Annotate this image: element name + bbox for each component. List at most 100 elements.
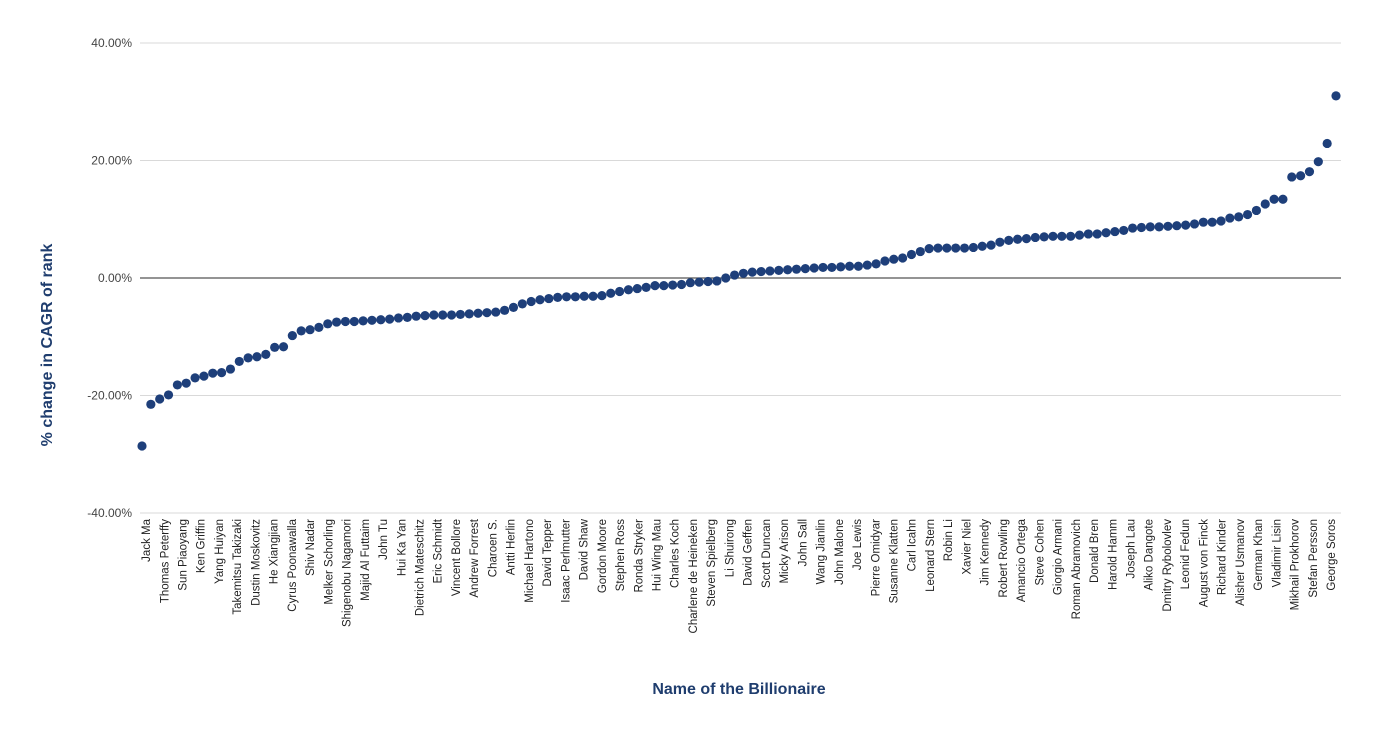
data-point [756,266,766,277]
x-tick-label: Isaac Perlmutter [560,519,572,603]
data-point [977,241,987,251]
data-point [1181,220,1191,230]
x-tick-label: Carl Icahn [907,519,919,571]
data-point [181,378,191,388]
x-tick-label: Donald Bren [1089,519,1101,583]
data-point [464,309,474,319]
data-point [1057,231,1067,241]
x-tick-label: Robin Li [943,519,955,561]
x-tick-label: Thomas Peterffy [159,519,171,603]
data-point [1251,205,1261,216]
data-point [500,305,510,315]
data-point [800,264,810,274]
y-axis-title: % change in CAGR of rank [39,244,56,447]
data-point [968,242,978,253]
x-tick-label: August von Finck [1198,519,1210,607]
data-point [986,240,996,250]
data-point [747,267,757,277]
data-point [721,273,731,283]
x-tick-label: Richard Kinder [1217,519,1229,595]
x-tick-label: Steve Cohen [1034,519,1046,586]
x-tick-label: Joseph Lau [1125,519,1137,578]
x-tick-label: Cyrus Poonawalla [287,518,299,611]
data-point [349,316,359,327]
data-point [314,322,324,332]
x-tick-label: Stephen Ross [615,519,627,591]
data-point [455,309,465,320]
x-tick-label: Jack Ma [141,518,153,561]
data-point [1216,216,1226,226]
gridlines [140,42,1341,514]
x-tick-label: Pierre Omidyar [870,519,882,596]
data-point [774,265,784,275]
x-tick-label: Ronda Stryker [633,519,645,593]
x-tick-label: Roman Abramovich [1071,519,1083,619]
data-point [641,282,651,292]
data-point [1234,212,1244,222]
data-point [1207,217,1217,227]
data-point [438,310,448,320]
x-tick-label: Gordon Moore [597,519,609,593]
data-point [959,243,970,253]
data-point [146,399,156,409]
x-tick-label: David Tepper [542,519,554,587]
data-point [376,315,386,325]
data-point [1278,194,1288,204]
data-point [535,295,545,305]
x-axis-ticks: Jack Ma Thomas Peterffy Sun Piaoyang Ken Gr… [141,518,1338,633]
data-point [791,264,802,274]
x-tick-label: Melker Schorling [323,519,335,605]
data-point [694,277,704,287]
data-point [889,254,899,264]
y-tick-label: 20.00% [91,154,132,168]
data-point [951,243,961,253]
data-point [429,310,439,320]
x-tick-label: David Shaw [579,518,591,580]
x-tick-label: Xavier Niel [961,519,973,575]
data-point [208,368,218,378]
data-point [1110,226,1120,237]
x-tick-label: Wang Jianlin [816,519,828,584]
y-axis-ticks: -40.00% -20.00% 0.00% 20.00% 40.00% [87,36,132,520]
data-point [906,249,917,260]
data-point [668,280,678,290]
data-point [880,256,890,266]
x-tick-label: Robert Rowling [998,519,1010,598]
data-point [243,353,253,363]
x-tick-label: Hui Ka Yan [396,519,408,576]
data-point [217,367,227,378]
data-point [172,380,182,390]
x-tick-label: Jim Kennedy [980,519,992,586]
data-point [402,312,412,322]
x-tick-label: John Tu [378,519,390,560]
data-point [570,292,580,302]
data-point [632,283,642,294]
data-point [898,253,908,263]
data-point [650,281,660,291]
x-tick-label: He Xiangjian [269,519,281,584]
x-tick-label: Scott Duncan [761,519,773,588]
x-tick-label: Aliko Dangote [1144,519,1156,591]
x-tick-label: George Soros [1326,519,1338,591]
data-points [137,91,1341,451]
data-point [1260,199,1270,209]
data-point [783,265,793,275]
data-point [1287,172,1297,182]
data-point [1172,221,1182,231]
data-point [1083,229,1093,239]
data-point [385,314,395,324]
x-tick-label: Joe Lewis [852,519,864,570]
data-point [836,262,846,272]
data-point [933,243,943,253]
data-point [491,307,501,317]
data-point [1136,222,1147,233]
data-point [606,288,616,298]
data-point [155,394,165,404]
x-tick-label: Mikhail Prokhorov [1290,519,1302,611]
x-tick-label: Eric Schmidt [433,518,445,583]
data-point [367,315,377,325]
data-point [517,299,527,309]
data-point [137,441,147,451]
data-point [482,308,492,318]
